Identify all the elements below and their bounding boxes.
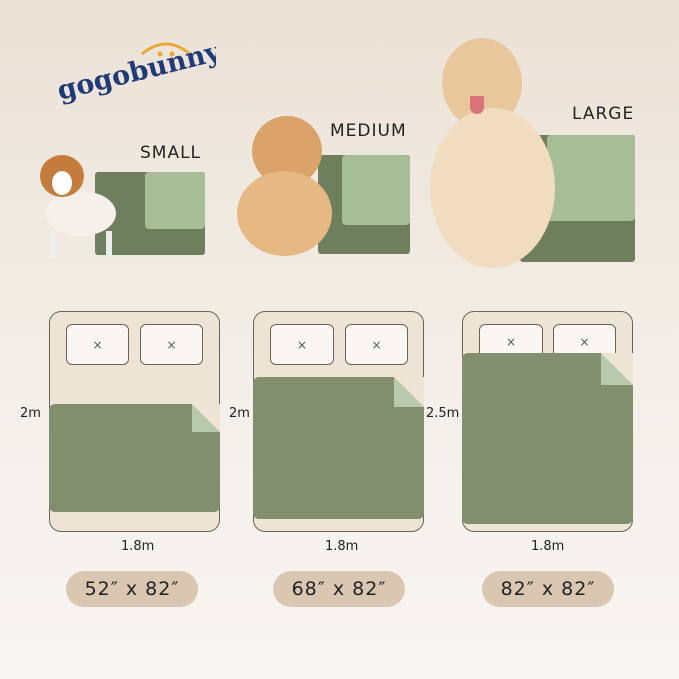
fluffy-dog-image [232, 116, 342, 258]
dimension-badge-large: 82″ x 82″ [482, 571, 614, 607]
bed-width-large: 1.8m [531, 539, 565, 554]
brand-logo: gogobunny [54, 36, 225, 110]
golden-retriever-image [430, 38, 555, 268]
size-label-medium: MEDIUM [330, 121, 407, 141]
pillow: × [345, 324, 408, 365]
small-puppy-image [38, 155, 128, 260]
svg-text:gogobunny: gogobunny [56, 38, 216, 107]
bed-width-medium: 1.8m [325, 539, 359, 554]
bed-length-medium: 2m [229, 406, 250, 421]
pillow: × [140, 324, 203, 365]
pad-on-bed-medium [253, 377, 424, 519]
size-label-small: SMALL [140, 143, 202, 163]
pillow: × [66, 324, 129, 365]
pad-medium-image [318, 155, 410, 254]
pillow: × [270, 324, 334, 365]
dimension-badge-medium: 68″ x 82″ [273, 571, 405, 607]
pad-on-bed-large [462, 353, 633, 524]
pad-on-bed-small [49, 404, 220, 512]
dimension-badge-small: 52″ x 82″ [66, 571, 198, 607]
size-label-large: LARGE [572, 104, 635, 124]
bed-length-large: 2.5m [426, 406, 460, 421]
bed-length-small: 2m [20, 406, 41, 421]
bed-width-small: 1.8m [121, 539, 155, 554]
